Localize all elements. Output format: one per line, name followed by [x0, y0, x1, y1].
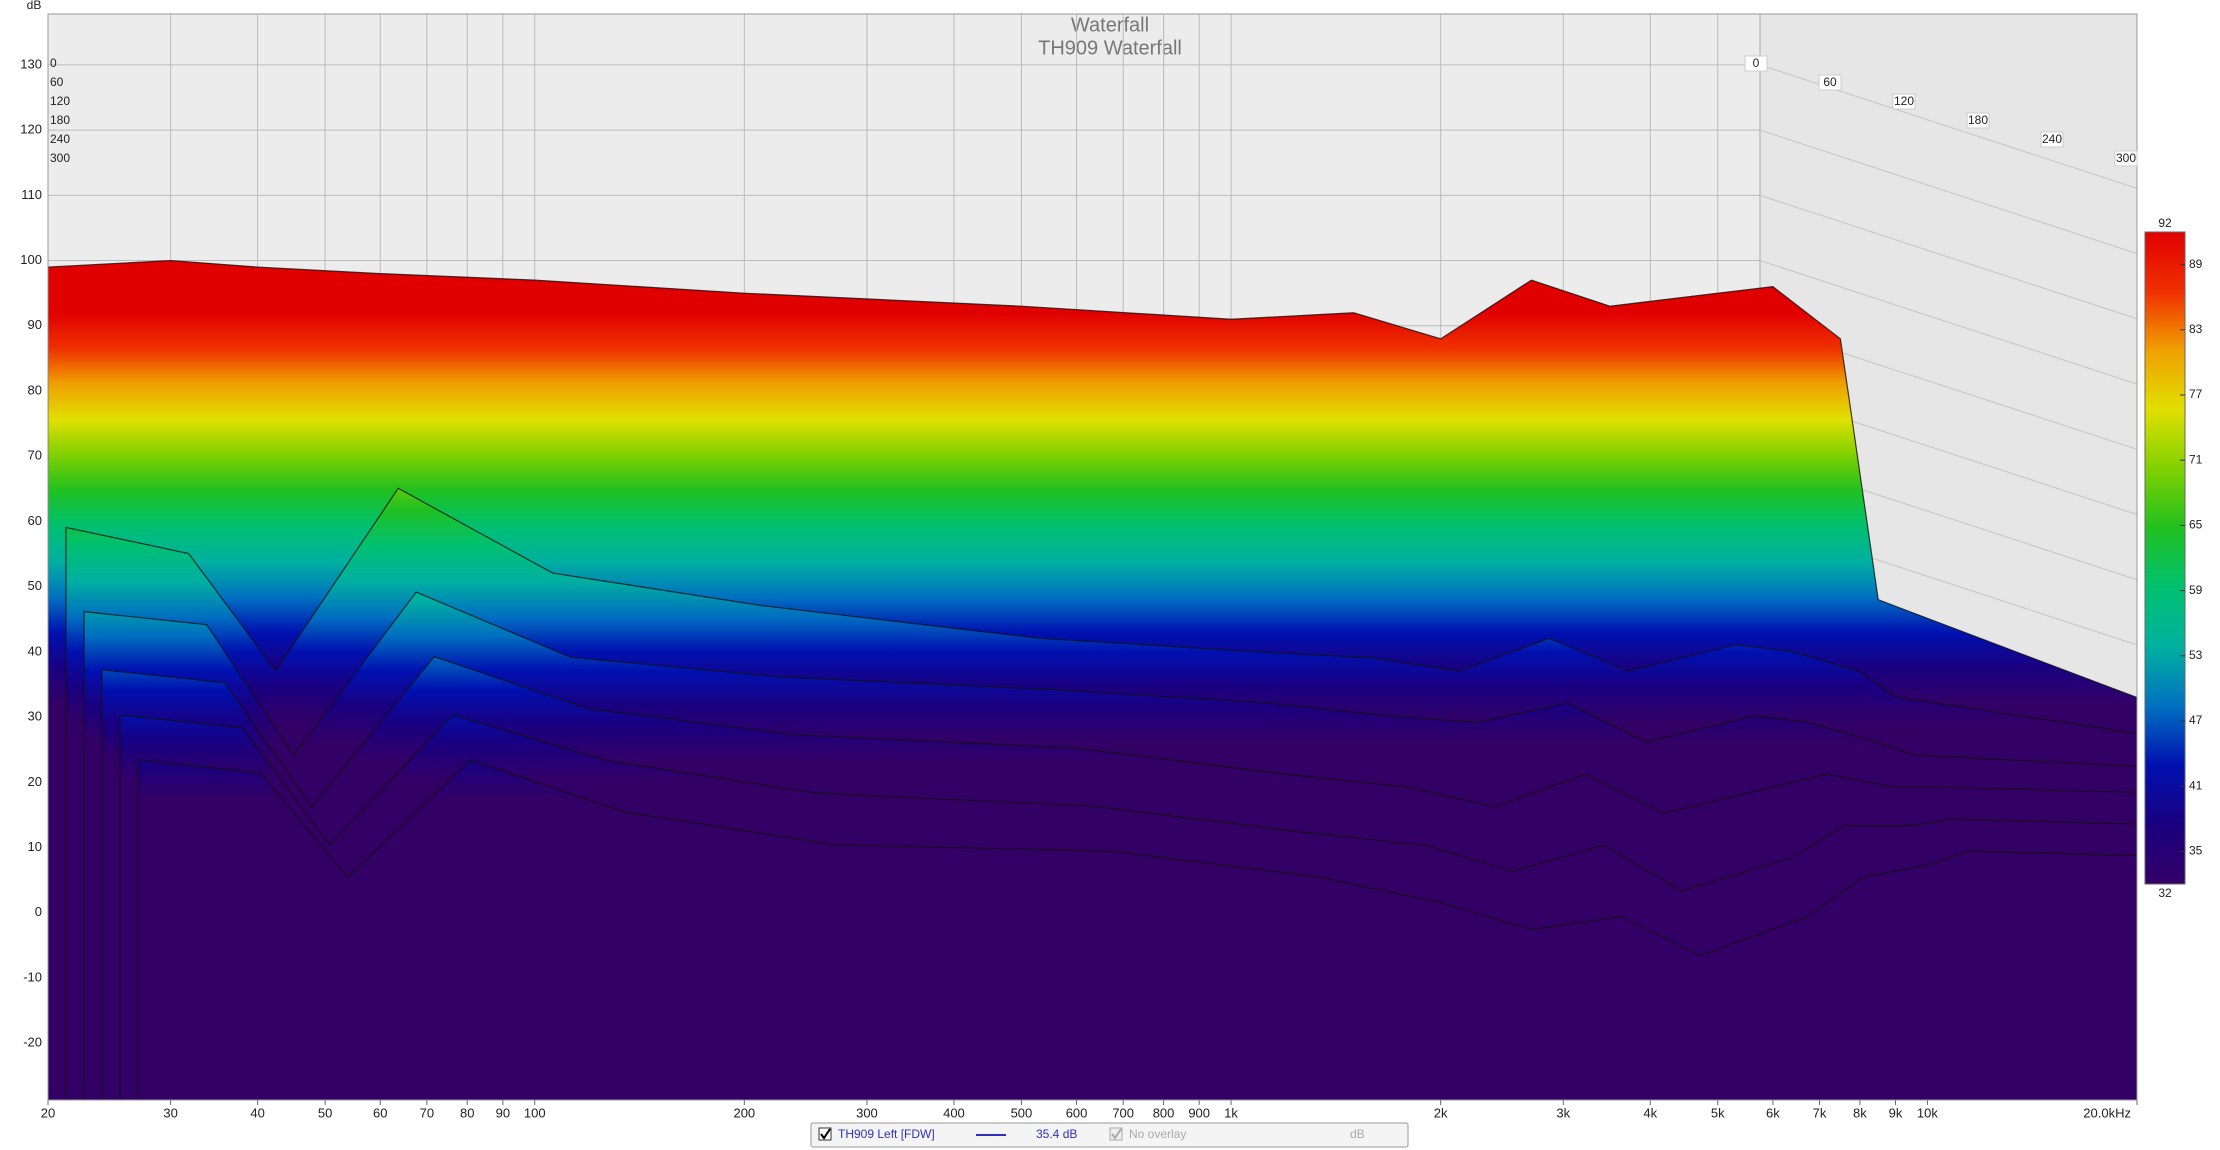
legend-series-name: TH909 Left [FDW] — [838, 1127, 935, 1141]
y-tick-label: 110 — [21, 187, 42, 202]
time-tick-label: 120 — [50, 94, 70, 108]
x-tick-label: 500 — [1011, 1105, 1033, 1120]
time-tick-label: 180 — [50, 113, 70, 127]
x-tick-label: 6k — [1766, 1105, 1780, 1120]
time-tick-box — [1818, 74, 1842, 91]
decay-slice — [137, 759, 2137, 1100]
y-tick-label: 130 — [20, 56, 42, 71]
y-tick-label: 20 — [28, 774, 42, 789]
y-tick-label: 80 — [28, 382, 42, 397]
plot — [48, 14, 2137, 1100]
y-tick-label: 10 — [28, 839, 42, 854]
x-tick-label: 200 — [733, 1105, 755, 1120]
x-tick-label: 800 — [1153, 1105, 1175, 1120]
y-axis-label: dB — [27, 0, 42, 12]
x-tick-label: 70 — [420, 1105, 434, 1120]
y-tick-label: 30 — [28, 709, 42, 724]
x-tick-label: 400 — [943, 1105, 965, 1120]
x-tick-label: 600 — [1066, 1105, 1088, 1120]
x-tick-label: 10k — [1917, 1105, 1938, 1120]
time-tick-label: 0 — [1753, 56, 1760, 70]
time-tick-box — [1892, 93, 1916, 110]
x-tick-label: 1k — [1224, 1105, 1238, 1120]
y-tick-label: 50 — [28, 578, 42, 593]
x-tick-label: 9k — [1889, 1105, 1903, 1120]
time-tick-label: 180 — [1968, 113, 1988, 127]
color-tick-label: 77 — [2189, 387, 2203, 401]
color-bar — [2144, 231, 2186, 885]
time-tick-label: 120 — [1894, 94, 1914, 108]
x-tick-label: 700 — [1112, 1105, 1134, 1120]
x-tick-label: 8k — [1853, 1105, 1867, 1120]
x-tick-label: 40 — [250, 1105, 264, 1120]
x-tick-label: 3k — [1556, 1105, 1570, 1120]
x-tick-label: 5k — [1711, 1105, 1725, 1120]
y-tick-label: 120 — [20, 122, 42, 137]
time-tick-label: 300 — [50, 151, 70, 165]
color-tick-label: 71 — [2189, 452, 2203, 466]
color-tick-label: 65 — [2189, 518, 2203, 532]
x-tick-label: 7k — [1813, 1105, 1827, 1120]
x-tick-label: 20.0kHz — [2083, 1105, 2131, 1120]
chart-title: Waterfall — [1071, 14, 1149, 36]
x-tick-label: 2k — [1434, 1105, 1448, 1120]
time-tick-box — [2114, 150, 2138, 167]
x-tick-label: 300 — [856, 1105, 878, 1120]
color-tick-label: 53 — [2189, 648, 2203, 662]
plot-frame — [47, 13, 2138, 1101]
color-tick-label: 41 — [2189, 778, 2203, 792]
time-tick-label: 0 — [50, 56, 57, 70]
x-tick-label: 50 — [318, 1105, 332, 1120]
x-tick-label: 100 — [524, 1105, 546, 1120]
x-tick-label: 60 — [373, 1105, 387, 1120]
x-tick-label: 90 — [496, 1105, 510, 1120]
color-tick-label: 47 — [2189, 713, 2203, 727]
color-bar-min: 32 — [2158, 886, 2172, 900]
time-tick-box — [1966, 112, 1990, 129]
overlay-label: No overlay — [1129, 1127, 1186, 1141]
y-tick-label: -10 — [23, 969, 42, 984]
color-tick-label: 35 — [2189, 844, 2203, 858]
y-tick-label: 40 — [28, 643, 42, 658]
wall-grid-line — [1759, 129, 2137, 255]
y-tick-label: 70 — [28, 448, 42, 463]
x-tick-label: 80 — [460, 1105, 474, 1120]
color-tick-label: 59 — [2189, 583, 2203, 597]
color-bar-max: 92 — [2158, 216, 2172, 230]
time-tick-box — [2040, 131, 2064, 148]
chart-subtitle: TH909 Waterfall — [1038, 37, 1182, 59]
legend-level: 35.4 dB — [1036, 1127, 1077, 1141]
wall-grid-line — [1759, 260, 2137, 385]
x-tick-label: 20 — [41, 1105, 55, 1120]
time-tick-label: 240 — [50, 132, 70, 146]
time-tick-label: 300 — [2116, 151, 2136, 165]
x-tick-label: 900 — [1188, 1105, 1210, 1120]
wall-grid-line — [1759, 194, 2137, 320]
y-tick-label: 90 — [28, 317, 42, 332]
color-tick-label: 89 — [2189, 257, 2203, 271]
check-mark — [820, 1128, 831, 1140]
time-tick-box — [1744, 55, 1768, 72]
overlay-unit: dB — [1350, 1127, 1365, 1141]
y-tick-label: 60 — [28, 513, 42, 528]
x-tick-label: 4k — [1643, 1105, 1657, 1120]
time-tick-label: 240 — [2042, 132, 2062, 146]
check-mark — [1111, 1128, 1122, 1140]
color-tick-label: 83 — [2189, 322, 2203, 336]
time-tick-label: 60 — [1823, 75, 1837, 89]
y-tick-label: 0 — [35, 904, 42, 919]
x-tick-label: 30 — [163, 1105, 177, 1120]
slice — [137, 759, 2137, 1100]
y-tick-label: 100 — [20, 252, 42, 267]
legend: TH909 Left [FDW] 35.4 dB No overlay dB — [810, 1122, 1409, 1148]
time-tick-label: 60 — [50, 75, 64, 89]
y-tick-label: -20 — [23, 1035, 42, 1050]
